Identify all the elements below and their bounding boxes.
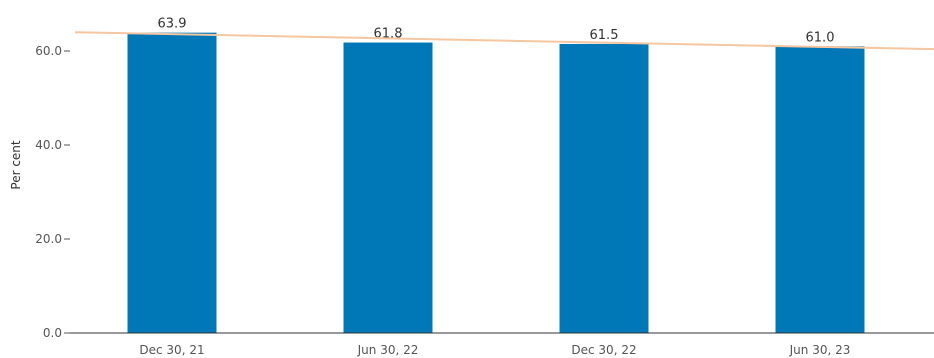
x-axis-ticks: Dec 30, 21 Jun 30, 22 Dec 30, 22 Jun 30, 23 <box>139 343 850 357</box>
bar-value-label: 61.5 <box>590 28 619 43</box>
bar <box>559 43 649 333</box>
bars-group <box>127 32 865 334</box>
y-axis-ticks: 0.0 20.0 40.0 60.0 <box>35 44 70 340</box>
bar <box>343 42 433 333</box>
data-labels-group: 63.961.8 61.5 61.0 <box>158 17 835 46</box>
trendline <box>74 31 934 51</box>
x-tick-label: Jun 30, 23 <box>789 343 851 357</box>
y-tick-label: 60.0 <box>35 44 62 58</box>
bar-value-label: 61.0 <box>806 30 835 45</box>
y-axis-title-group: Per cent <box>9 140 23 190</box>
y-tick-label: 40.0 <box>35 138 62 152</box>
y-axis-title: Per cent <box>9 140 23 190</box>
bar <box>775 46 865 334</box>
y-tick-label: 20.0 <box>35 232 62 246</box>
x-tick-label: Dec 30, 22 <box>571 343 636 357</box>
y-tick-label: 0.0 <box>43 326 62 340</box>
x-tick-label: Jun 30, 22 <box>357 343 419 357</box>
bar-value-label: 63.9 <box>158 17 187 32</box>
x-tick-label: Dec 30, 21 <box>139 343 204 357</box>
bar <box>127 32 217 334</box>
trendline-group <box>74 31 934 51</box>
